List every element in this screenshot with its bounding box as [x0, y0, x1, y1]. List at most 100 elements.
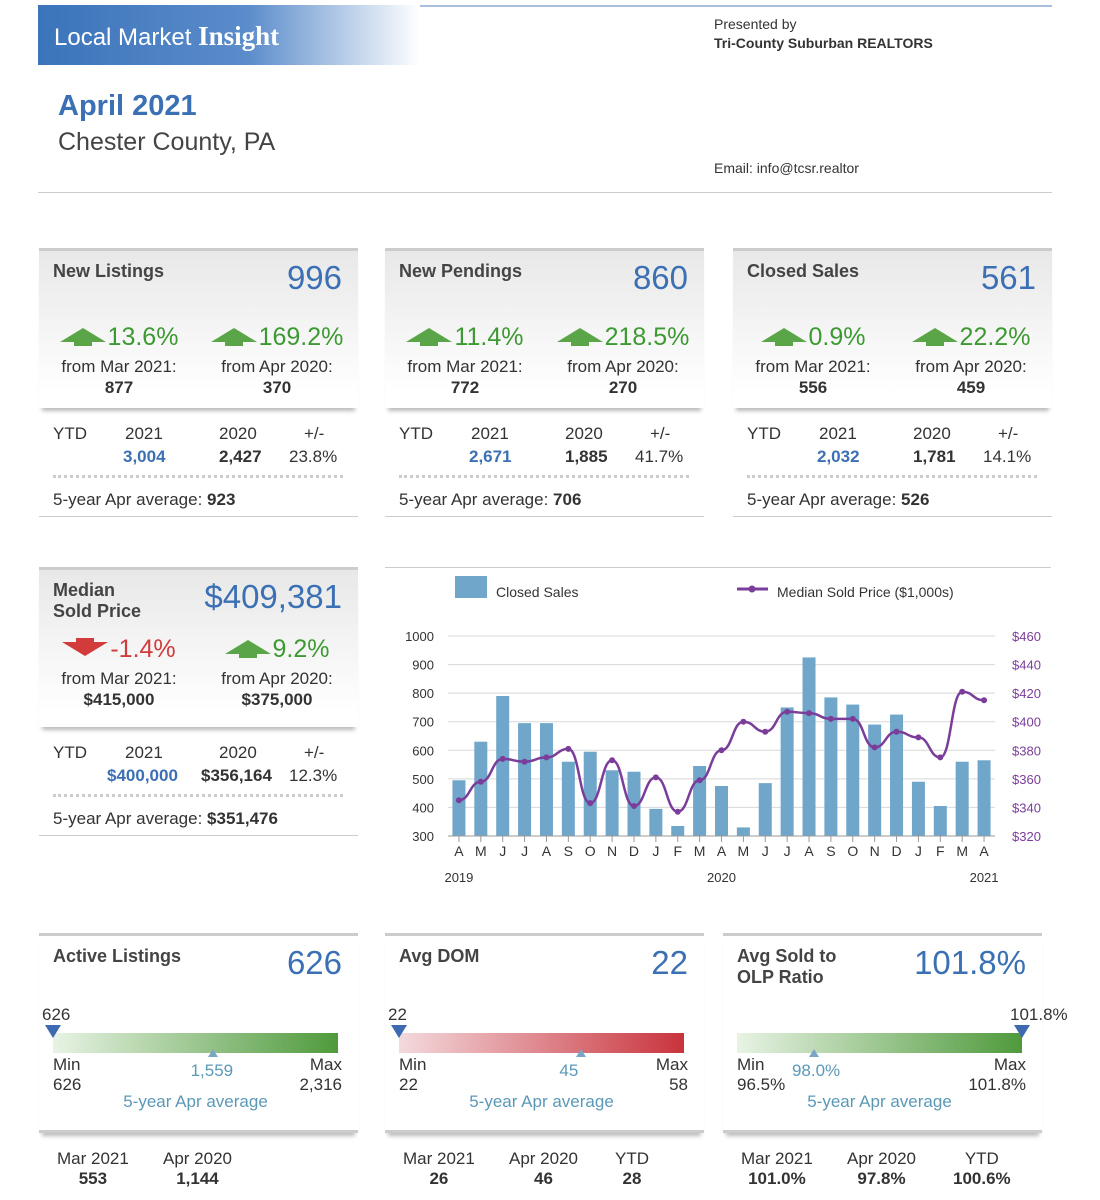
gauge-current-label: 101.8%: [1010, 1005, 1068, 1024]
ytd-header-y1: 2021: [125, 743, 163, 762]
comparison-value: 101.0%: [748, 1169, 806, 1188]
change-from: from Mar 2021: 772: [390, 356, 540, 398]
x-tick-label: A: [717, 843, 727, 859]
comparison-value: 97.8%: [857, 1169, 906, 1188]
comparison-label: YTD: [964, 1149, 999, 1168]
change-prev-value: $415,000: [83, 690, 155, 709]
current-marker-icon: [1014, 1025, 1030, 1038]
change-prev-value: 370: [262, 378, 292, 397]
stat-card-1: New Pendings 860 11.4% from Mar 2021: 772 218…: [385, 248, 704, 408]
min-value: 96.5%: [737, 1075, 786, 1094]
avg-label: 5-year Apr average:: [399, 490, 549, 509]
bar-closed-sales: [758, 783, 772, 836]
gauge-bar: [53, 1033, 338, 1053]
x-tick-label: J: [499, 843, 506, 859]
y-left-tick: 700: [412, 715, 434, 730]
bar-closed-sales: [911, 781, 925, 836]
gauge-min: Min 96.5%: [737, 1055, 785, 1095]
median-price-point: [521, 758, 528, 765]
y-left-tick: 300: [412, 829, 434, 844]
comparison-value: 26: [429, 1169, 449, 1188]
median-price-point: [630, 803, 637, 809]
change-from: from Mar 2021: 556: [738, 356, 888, 398]
ytd-header-ytd: YTD: [747, 424, 781, 443]
x-tick-label: M: [738, 843, 750, 859]
comparison-label: Apr 2020: [163, 1149, 232, 1168]
change-from-label: from Apr 2020:: [567, 357, 679, 376]
stat-card-label: Median Sold Price: [53, 580, 141, 622]
x-tick-label: A: [454, 843, 464, 859]
ytd-header-y2: 2020: [219, 424, 257, 443]
x-tick-label: S: [564, 843, 573, 859]
change-from-label: from Apr 2020:: [915, 357, 1027, 376]
stat-card-label: New Listings: [53, 261, 165, 281]
avg-value: 526: [901, 490, 930, 509]
arrow-up-icon: [760, 324, 807, 353]
x-tick-label: F: [673, 843, 682, 859]
ytd-header-y1: 2021: [471, 424, 509, 443]
x-tick-label: F: [936, 843, 945, 859]
ytd-header-ytd: YTD: [53, 424, 87, 443]
ytd-header-y2: 2020: [219, 743, 257, 762]
y-left-tick: 600: [412, 743, 434, 758]
gauge-card-label: Active Listings: [53, 946, 182, 966]
card-bottom-rule: [733, 516, 1052, 517]
x-tick-label: J: [762, 843, 769, 859]
ytd-prior: 1,885: [565, 447, 608, 466]
contact-email[interactable]: Email: info@tcsr.realtor: [714, 160, 859, 176]
avg-label: 5-year Apr average:: [747, 490, 897, 509]
bar-closed-sales: [802, 657, 816, 836]
comparison-value: 100.6%: [953, 1169, 1011, 1188]
gauge-label-line1: Avg Sold to: [737, 946, 837, 966]
bar-closed-sales: [846, 704, 860, 836]
average-marker-icon: [808, 1049, 819, 1057]
comparison-value: 1,144: [176, 1169, 219, 1188]
arrow-up-icon: [556, 324, 603, 353]
x-tick-label: S: [826, 843, 835, 859]
bar-closed-sales: [496, 696, 510, 836]
current-marker-icon: [391, 1025, 407, 1038]
y-right-tick: $320: [1012, 829, 1041, 844]
year-label: 2021: [970, 870, 999, 885]
y-right-tick: $440: [1012, 658, 1041, 673]
bar-closed-sales: [583, 751, 597, 836]
change-prev-value: 877: [104, 378, 134, 397]
gauge-card-label: Avg Sold to OLP Ratio: [737, 946, 836, 988]
median-price-point: [477, 778, 484, 785]
brand-title-plain: Local Market: [54, 24, 199, 51]
ytd-prior: 1,781: [913, 447, 956, 466]
median-price-point: [455, 797, 462, 804]
y-right-tick: $360: [1012, 772, 1041, 787]
gauge-average-label: 5-year Apr average: [123, 1092, 268, 1111]
avg-label: 5-year Apr average:: [53, 490, 203, 509]
gauge-card-value: 22: [651, 944, 688, 981]
stat-card-0: New Listings 996 13.6% from Mar 2021: 877 169…: [39, 248, 358, 408]
year-label: 2019: [444, 870, 473, 885]
five-year-average: 5-year Apr average: 526: [747, 490, 929, 510]
chart-top-rule: [385, 567, 1051, 568]
change-from: from Apr 2020: 270: [548, 356, 698, 398]
x-tick-label: O: [585, 843, 596, 859]
header-rule: [420, 5, 1052, 7]
change-prev-value: 459: [956, 378, 986, 397]
bar-closed-sales: [693, 766, 707, 836]
stat-card-value: $409,381: [204, 578, 342, 615]
change-from: from Apr 2020: 370: [202, 356, 352, 398]
x-tick-label: A: [979, 843, 989, 859]
x-tick-label: J: [652, 843, 659, 859]
y-left-tick: 400: [412, 800, 434, 815]
avg-value: 923: [207, 490, 236, 509]
bar-closed-sales: [539, 723, 553, 836]
ytd-value-prior: 2,427: [219, 447, 262, 467]
median-price-point: [762, 728, 769, 735]
report-county: Chester County, PA: [58, 128, 276, 156]
gauge-max: Max 101.8%: [902, 1055, 1026, 1095]
ytd-header-pm: +/-: [998, 424, 1019, 443]
comparison-label: YTD: [615, 1149, 649, 1168]
stat-card-2: Closed Sales 561 0.9% from Mar 2021: 556 22.2…: [733, 248, 1052, 408]
comparison-value: 46: [534, 1169, 553, 1188]
change-from-label: from Mar 2021:: [407, 357, 523, 376]
ytd-value-prior: 1,781: [913, 447, 956, 467]
change-from: from Mar 2021: 877: [44, 356, 194, 398]
average-marker-icon: [207, 1049, 218, 1057]
